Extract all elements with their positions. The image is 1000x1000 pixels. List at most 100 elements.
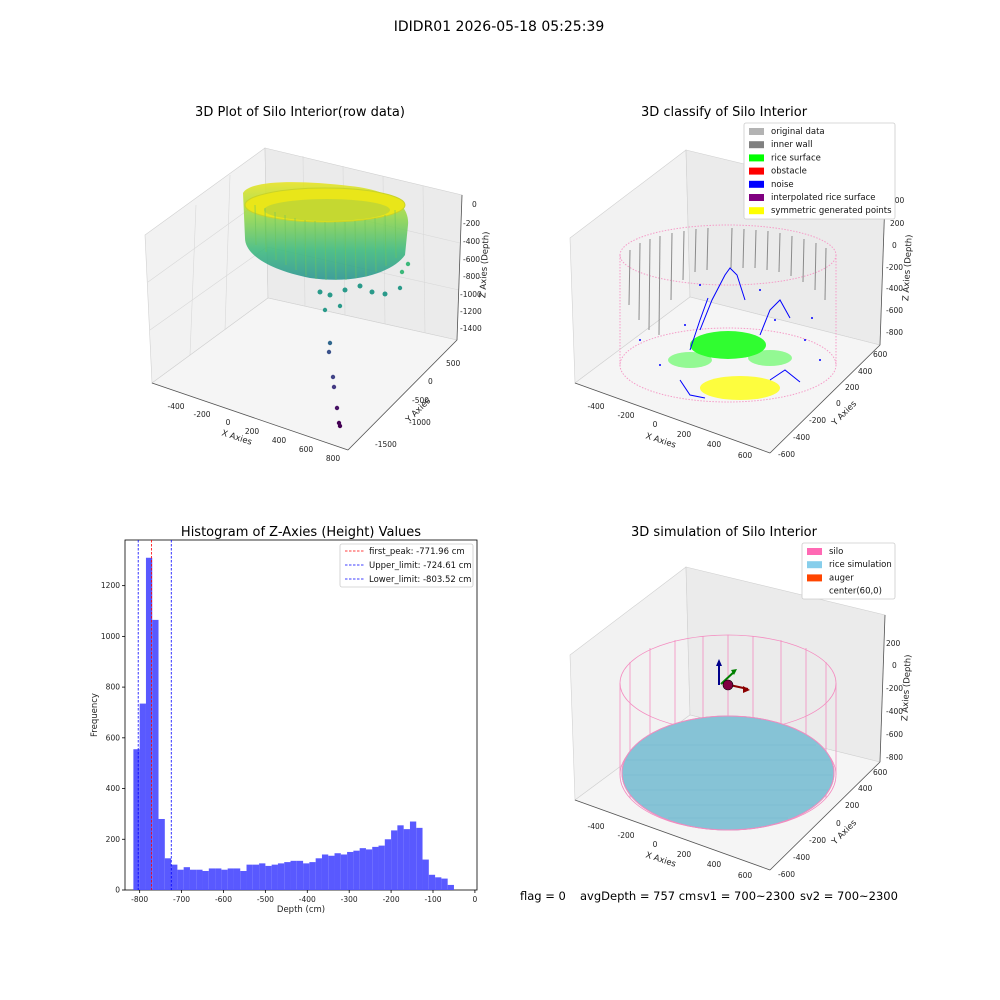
histogram-ylabel: Frequency	[90, 693, 100, 737]
sim-ytick: -400	[793, 853, 810, 862]
classify-legend-swatch	[749, 154, 764, 162]
sim-rice-mesh	[624, 744, 832, 819]
classify-legend-swatch	[749, 207, 764, 215]
classify-xtick: 200	[677, 430, 692, 439]
classify-ytick: 600	[873, 350, 888, 359]
histogram-xtick-label: -800	[131, 895, 148, 904]
histogram-y-ticks: 0 200 400 600 800 1000 1200	[101, 581, 125, 895]
simulation-legend-swatch	[807, 561, 822, 569]
raw-xtick: 0	[226, 418, 231, 427]
sim-ztick: -800	[886, 753, 903, 762]
histogram-bar	[347, 851, 354, 890]
histogram-title: Histogram of Z-Axies (Height) Values	[181, 525, 421, 540]
histogram-bar	[296, 860, 304, 890]
classify-noise	[679, 267, 801, 399]
histogram-bar	[227, 868, 234, 890]
classify-legend-label: inner wall	[771, 140, 812, 150]
simulation-legend-label: center(60,0)	[829, 587, 882, 597]
histogram-bar	[196, 869, 203, 890]
raw-z-axis-line	[456, 194, 463, 341]
status-flag: flag = 0	[520, 889, 566, 903]
classify-legend-swatch	[749, 128, 764, 135]
classify-legend-label: symmetric generated points	[771, 206, 892, 216]
raw-ztick: -800	[463, 272, 480, 281]
histogram-ytick-label: 400	[106, 784, 121, 793]
histogram-bar	[403, 829, 410, 890]
classify-xlabel: X Axies	[644, 431, 677, 450]
sim-ztick: -400	[886, 707, 903, 716]
histogram-ytick-label: 600	[106, 733, 121, 742]
classify-x-axis-line	[574, 382, 771, 454]
histogram-bar	[271, 864, 278, 890]
raw-ztick: -200	[463, 219, 480, 228]
histogram-bar	[328, 855, 335, 890]
sim-ytick: 400	[858, 784, 873, 793]
histogram-bar	[372, 846, 379, 890]
histogram-ytick-label: 1200	[101, 581, 120, 590]
histogram-bar	[397, 825, 404, 890]
sim-xtick: -200	[617, 831, 634, 840]
raw-ytick: -1500	[375, 440, 397, 449]
histogram-bar	[340, 854, 348, 890]
histogram-ytick-label: 200	[106, 835, 121, 844]
histogram-bar	[233, 868, 241, 890]
raw-xtick: 800	[326, 454, 341, 463]
classify-legend-frame	[743, 122, 896, 220]
histogram-bar	[391, 830, 398, 890]
sim-ytick: 0	[836, 819, 841, 828]
classify-legend-label: rice surface	[771, 153, 821, 163]
classify-legend: original data inner wall rice surface obsta…	[743, 122, 896, 220]
histogram-bar	[202, 870, 209, 890]
raw-ytick: -500	[412, 396, 429, 405]
raw-ztick: 0	[472, 200, 477, 209]
histogram-plot-area	[124, 539, 478, 891]
sim-ylabel: Y Axies	[829, 818, 859, 848]
histogram-bar	[378, 845, 385, 890]
sim-rice-surface	[621, 715, 835, 831]
raw-xtick: 200	[245, 427, 260, 436]
raw-ztick: -1200	[460, 307, 482, 316]
sim-z-axis-line	[879, 614, 886, 763]
histogram-ytick-label: 1000	[101, 632, 120, 641]
panel-simulation-title: 3D simulation of Silo Interior	[631, 525, 818, 540]
histogram-bar	[183, 867, 190, 890]
histogram-xtick-label: -300	[341, 895, 358, 904]
sim-ztick: -600	[886, 730, 903, 739]
histogram-xtick-label: -400	[299, 895, 316, 904]
classify-scene	[619, 224, 837, 403]
histogram-bar	[133, 749, 140, 890]
panel-classify-title: 3D classify of Silo Interior	[641, 105, 808, 120]
classify-legend-label: obstacle	[771, 167, 807, 177]
sim-xtick: 400	[707, 860, 722, 869]
classify-legend-label: original data	[771, 127, 825, 137]
histogram-xtick-label: -700	[173, 895, 190, 904]
histogram-bar	[171, 864, 178, 890]
classify-silo-top	[619, 224, 837, 286]
classify-legend-label: interpolated rice surface	[771, 193, 876, 203]
classify-ztick: -800	[886, 328, 903, 337]
histogram-bar	[277, 863, 285, 890]
histogram-bar	[416, 827, 423, 890]
raw-xtick: -400	[167, 402, 184, 411]
classify-legend-swatch	[749, 180, 764, 188]
histogram-bar	[246, 864, 253, 890]
histogram-bar	[189, 869, 197, 890]
raw-ring-hole	[264, 199, 390, 221]
histogram-bar	[215, 868, 222, 890]
histogram-bar	[303, 863, 310, 890]
panel-histogram: Histogram of Z-Axies (Height) Values -80…	[90, 525, 478, 915]
histogram-legend-frame	[339, 543, 474, 588]
histogram-bar	[152, 619, 159, 890]
histogram-ytick-label: 0	[115, 886, 120, 895]
classify-legend-swatch	[749, 167, 764, 175]
classify-xtick: 400	[707, 440, 722, 449]
raw-wall-stripes	[254, 204, 397, 281]
classify-legend-swatch	[749, 141, 764, 149]
histogram-bar	[359, 848, 366, 890]
histogram-x-ticks: -800 -700 -600 -500 -400 -300 -200 -100 0	[131, 890, 478, 904]
sim-ytick: -200	[809, 836, 826, 845]
histogram-xtick-label: -600	[215, 895, 232, 904]
histogram-bar	[145, 557, 153, 890]
raw-outlier-points	[326, 340, 343, 429]
